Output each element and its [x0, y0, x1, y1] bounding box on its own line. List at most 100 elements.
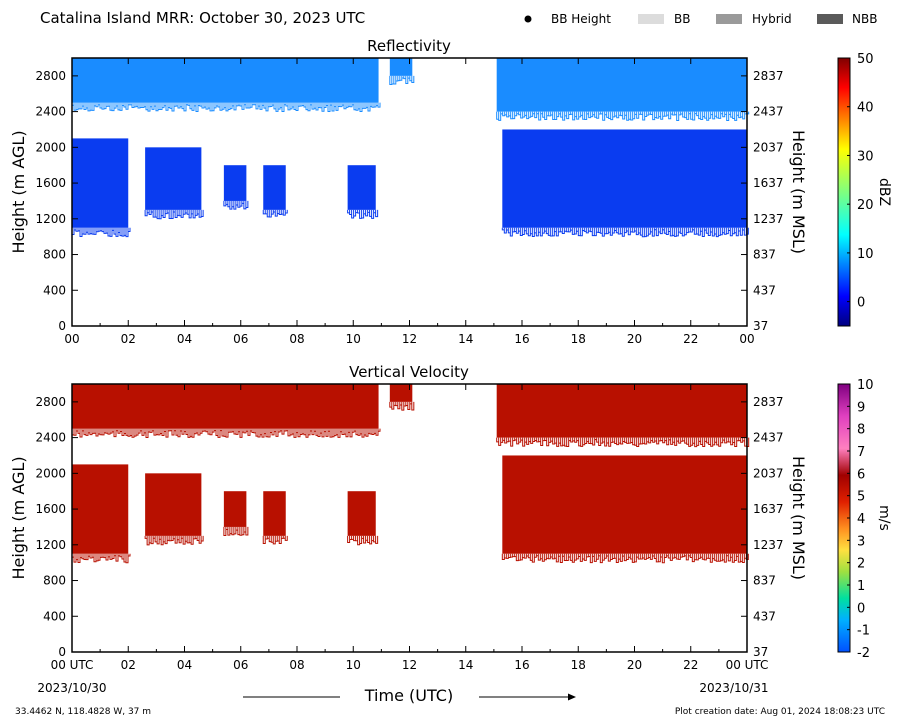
echo-layer-3 — [72, 138, 129, 228]
velocity-colorbar-ticks: -2 -1 0 1 2 3 4 5 6 7 8 9 10 — [847, 378, 874, 661]
nbb-legend-swatch — [817, 14, 843, 24]
y-tick-label: 1600 — [35, 176, 66, 190]
x-tick-label: 04 — [177, 332, 192, 346]
y-tick-label: 2000 — [35, 466, 66, 480]
echo-layer-fringe — [144, 209, 204, 220]
colorbar-tick-label: 3 — [857, 534, 865, 549]
y-tick-label: 2400 — [35, 105, 66, 119]
reflectivity-y-ticks: 0 400 800 1200 1600 2000 2400 2800 — [35, 69, 78, 333]
velocity-y-axis-label: Height (m AGL) — [9, 456, 28, 579]
colorbar-tick-label: 6 — [857, 467, 865, 482]
echo-layer-fringe — [347, 535, 379, 546]
echo-layer-fringe — [496, 111, 750, 121]
echo-layer-fringe — [71, 553, 131, 564]
x-tick-label: 16 — [514, 658, 529, 672]
echo-layer-fringe — [223, 200, 249, 210]
x-tick-label: 08 — [289, 332, 304, 346]
colorbar-tick-label: 7 — [857, 445, 865, 460]
echo-layer-fringe — [389, 75, 415, 85]
echo-layer-7 — [347, 491, 376, 536]
x-tick-label: 20 — [627, 332, 642, 346]
x-tick-label: 22 — [683, 332, 698, 346]
echo-layer-5 — [223, 165, 247, 201]
y-tick-label: 0 — [58, 645, 66, 659]
right-y-tick-label: 437 — [753, 283, 776, 297]
reflectivity-y-axis-label: Height (m AGL) — [9, 130, 28, 253]
right-y-tick-label: 837 — [753, 248, 776, 262]
y-tick-label: 1600 — [35, 502, 66, 516]
reflectivity-colorbar-label: dBZ — [876, 178, 892, 206]
x-tick-label: 10 — [346, 658, 361, 672]
x-tick-label: 00 — [64, 332, 79, 346]
echo-layer-7 — [347, 165, 376, 210]
x-tick-label: 00 UTC — [51, 658, 94, 672]
x-tick-label: 14 — [458, 658, 473, 672]
start-date-label: 2023/10/30 — [37, 681, 106, 695]
echo-layer-fringe — [71, 102, 381, 113]
creation-date-label: Plot creation date: Aug 01, 2024 18:08:2… — [675, 707, 885, 717]
velocity-right-y-ticks: 37 437 837 1237 1637 2037 2437 2837 — [741, 395, 784, 659]
colorbar-tick-label: 5 — [857, 490, 865, 505]
echo-layer-fringe — [347, 209, 379, 219]
x-tick-label: 06 — [233, 658, 248, 672]
echo-layer-0 — [72, 58, 379, 103]
reflectivity-x-ticks: 00 02 04 06 08 10 12 14 16 18 20 22 00 — [64, 58, 755, 346]
x-tick-label: 00 UTC — [726, 658, 769, 672]
reflectivity-right-y-axis-label: Height (m MSL) — [789, 130, 808, 254]
reflectivity-panel: Reflectivity 00 02 04 06 08 10 12 14 16 18 20 22 00 … — [9, 37, 892, 346]
colorbar-tick-label: 20 — [857, 198, 874, 213]
echo-layer-fringe — [496, 437, 750, 448]
right-y-tick-label: 2837 — [753, 395, 784, 409]
y-tick-label: 2800 — [35, 395, 66, 409]
echo-layer-6 — [263, 165, 286, 210]
echo-layer-fringe — [389, 401, 415, 411]
velocity-echo-layers — [71, 384, 750, 564]
echo-layer-fringe — [71, 428, 381, 438]
reflectivity-right-y-ticks: 37 437 837 1237 1637 2037 2437 2837 — [741, 69, 784, 333]
bb-height-legend-marker — [524, 15, 532, 23]
reflectivity-echo-layers — [71, 58, 750, 238]
y-tick-label: 2400 — [35, 431, 66, 445]
x-tick-label: 04 — [177, 658, 192, 672]
figure-title: Catalina Island MRR: October 30, 2023 UT… — [40, 9, 365, 27]
x-tick-label: 02 — [121, 658, 136, 672]
y-tick-label: 2000 — [35, 140, 66, 154]
echo-layer-6 — [263, 491, 286, 536]
colorbar-tick-label: 10 — [857, 378, 874, 393]
echo-layer-8 — [502, 455, 747, 554]
x-tick-label: 10 — [346, 332, 361, 346]
velocity-x-ticks: 00 UTC 02 04 06 08 10 12 14 16 18 20 22 00 UTC — [51, 384, 769, 672]
x-tick-label: 02 — [121, 332, 136, 346]
echo-layer-fringe — [144, 535, 204, 546]
reflectivity-colorbar — [837, 57, 851, 327]
right-y-tick-label: 837 — [753, 574, 776, 588]
x-tick-label: 08 — [289, 658, 304, 672]
colorbar-tick-label: 2 — [857, 557, 865, 572]
colorbar-tick-label: -2 — [857, 646, 870, 661]
echo-layer-fringe — [501, 553, 749, 564]
colorbar-tick-label: 9 — [857, 400, 865, 415]
colorbar-tick-label: 0 — [857, 601, 865, 616]
echo-layer-fringe — [262, 535, 288, 545]
echo-layer-1 — [389, 384, 413, 402]
legend-label-nbb: NBB — [852, 12, 877, 26]
right-y-tick-label: 1637 — [753, 176, 784, 190]
x-tick-label: 14 — [458, 332, 473, 346]
echo-layer-3 — [72, 464, 129, 554]
colorbar-tick-label: -1 — [857, 624, 870, 639]
y-tick-label: 0 — [58, 319, 66, 333]
right-y-tick-label: 1637 — [753, 502, 784, 516]
y-tick-label: 400 — [43, 609, 66, 623]
echo-layer-8 — [502, 129, 747, 228]
legend-label-hybrid: Hybrid — [752, 12, 792, 26]
velocity-colorbar-label: m/s — [876, 505, 892, 531]
echo-layer-0 — [72, 384, 379, 429]
x-tick-label: 12 — [402, 658, 417, 672]
right-y-tick-label: 37 — [753, 645, 768, 659]
y-tick-label: 400 — [43, 283, 66, 297]
velocity-panel-title: Vertical Velocity — [349, 363, 469, 381]
echo-layer-4 — [145, 473, 202, 536]
colorbar-tick-label: 1 — [857, 579, 865, 594]
colorbar-tick-label: 30 — [857, 149, 874, 164]
